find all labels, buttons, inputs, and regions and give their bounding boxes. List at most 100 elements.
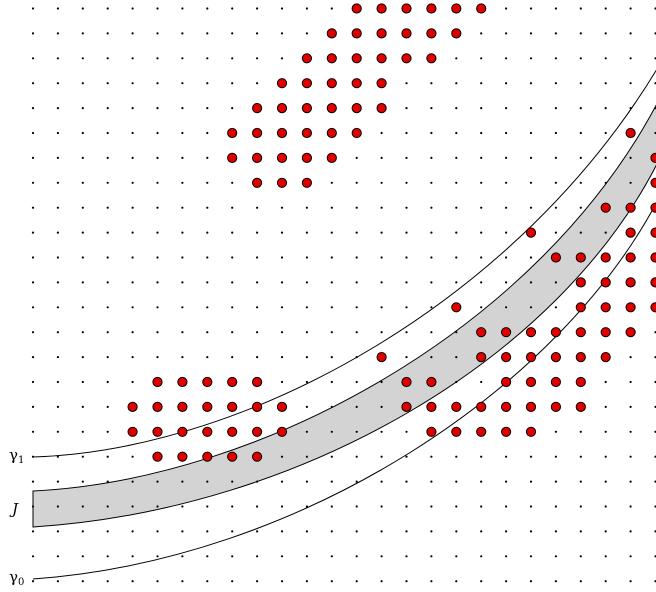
lattice-dot: [131, 82, 134, 85]
marked-point: [326, 78, 337, 89]
lattice-dot: [505, 231, 508, 234]
lattice-dot: [330, 580, 333, 583]
lattice-dot: [480, 306, 483, 309]
lattice-dot: [206, 281, 209, 284]
lattice-dot: [505, 82, 508, 85]
lattice-dot: [156, 156, 159, 159]
lattice-dot: [455, 131, 458, 135]
lattice-dot: [604, 32, 607, 35]
lattice-dot: [604, 231, 607, 234]
lattice-dot: [256, 57, 259, 60]
lattice-dot: [206, 131, 209, 135]
lattice-dot: [131, 7, 134, 10]
lattice-dot: [430, 530, 433, 533]
lattice-dot: [280, 281, 284, 284]
marked-point: [625, 277, 636, 288]
lattice-dot: [131, 156, 134, 159]
lattice-dot: [56, 380, 60, 384]
lattice-dot: [131, 32, 134, 35]
lattice-dot: [156, 580, 159, 583]
lattice-dot: [305, 206, 308, 209]
lattice-dot: [206, 206, 209, 209]
lattice-dot: [156, 530, 159, 533]
lattice-dot: [554, 455, 558, 458]
lattice-dot: [579, 7, 582, 10]
lattice-dot: [505, 505, 508, 508]
lattice-dot: [604, 430, 607, 433]
lattice-dot: [131, 107, 134, 110]
lattice-dot: [305, 530, 308, 533]
lattice-dot: [629, 405, 632, 408]
marked-point: [600, 327, 611, 338]
lattice-dot: [181, 107, 184, 110]
marked-point: [525, 376, 537, 388]
lattice-dot: [56, 530, 60, 533]
lattice-dot: [181, 530, 184, 533]
marked-point: [575, 277, 586, 288]
lattice-dot: [554, 107, 558, 110]
lattice-dot: [405, 580, 408, 583]
lattice-dot: [355, 580, 358, 583]
lattice-dot: [455, 57, 458, 60]
lattice-dot: [256, 331, 259, 334]
marked-point: [152, 426, 163, 437]
lattice-dot: [305, 405, 308, 408]
label-gamma1-subscript: 1: [18, 455, 24, 466]
lattice-dot: [554, 580, 558, 583]
lattice-dot: [380, 430, 383, 433]
lattice-dot: [455, 580, 458, 583]
lattice-dot: [56, 356, 60, 359]
marked-point: [376, 53, 387, 64]
lattice-dot: [380, 256, 383, 259]
lattice-dot: [480, 82, 483, 85]
lattice-dot: [455, 181, 458, 184]
lattice-dot: [505, 156, 508, 159]
lattice-dot: [206, 181, 209, 184]
marked-point: [550, 401, 562, 412]
lattice-dot: [430, 480, 433, 483]
lattice-dot: [231, 7, 234, 10]
lattice-dot: [604, 505, 607, 508]
lattice-dot: [231, 82, 234, 85]
lattice-dot: [355, 405, 358, 408]
lattice-dot: [579, 181, 582, 184]
lattice-dot: [455, 107, 458, 110]
lattice-dot: [256, 82, 259, 85]
lattice-dot: [131, 455, 134, 458]
lattice-dot: [529, 555, 533, 558]
lattice-dot: [305, 580, 308, 583]
lattice-dot: [131, 555, 134, 558]
lattice-dot: [231, 555, 234, 558]
marked-point: [600, 302, 611, 313]
lattice-dot: [156, 82, 159, 85]
lattice-dot: [106, 505, 109, 508]
lattice-dot: [579, 455, 582, 458]
lattice-dot: [505, 555, 508, 558]
lattice-dot: [330, 530, 333, 533]
lattice-dot: [31, 7, 35, 10]
marked-point: [575, 327, 586, 338]
lattice-dot: [56, 131, 60, 135]
lattice-dot: [280, 57, 284, 60]
lattice-dot: [31, 181, 35, 184]
marked-point: [525, 327, 537, 338]
marked-point: [152, 401, 163, 412]
lattice-dot: [156, 356, 159, 359]
lattice-dot: [106, 530, 109, 533]
marked-point: [202, 451, 213, 462]
curve-gamma1: [32, 69, 656, 458]
lattice-dot: [181, 256, 184, 259]
lattice-dot: [455, 281, 458, 284]
lattice-dot: [206, 306, 209, 309]
lattice-dot: [181, 306, 184, 309]
lattice-dot: [455, 505, 458, 508]
lattice-dot: [305, 281, 308, 284]
lattice-dot: [31, 32, 35, 35]
marked-point: [351, 103, 362, 114]
lattice-dot: [455, 356, 458, 359]
lattice-dot: [405, 156, 408, 159]
lattice-dot: [131, 231, 134, 234]
lattice-dot: [81, 7, 84, 10]
lattice-dot: [305, 356, 308, 359]
lattice-dot: [56, 107, 60, 110]
